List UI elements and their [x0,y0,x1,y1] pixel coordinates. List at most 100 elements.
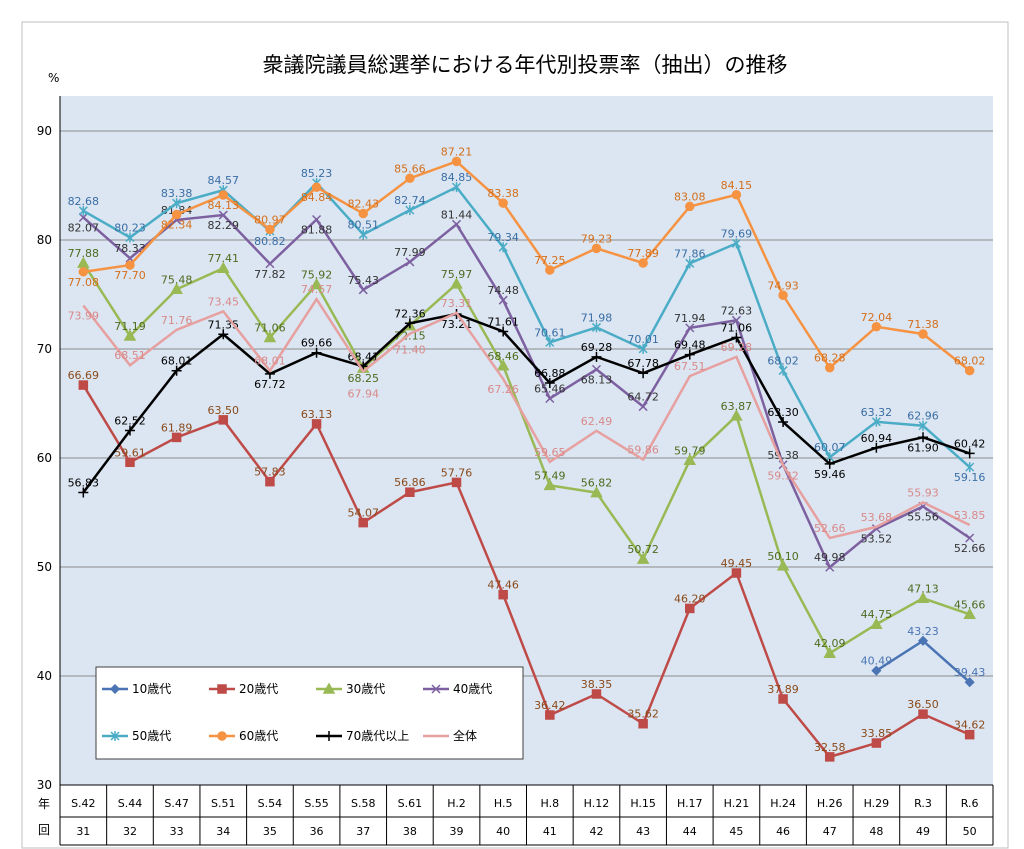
data-label: 32.58 [814,741,846,754]
data-label: 34.62 [954,719,986,732]
data-point [311,182,322,192]
data-point [265,476,275,487]
data-label: 60.42 [954,437,986,450]
data-label: 80.23 [114,221,146,234]
data-label: 62.49 [581,415,613,428]
data-label: 84.84 [301,191,333,204]
x-tick-session: 32 [123,825,137,838]
x-tick-year: H.5 [494,797,513,810]
legend-box [95,666,524,760]
data-label: 84.13 [208,199,240,212]
data-label: 84.15 [721,179,753,192]
data-label: 67.26 [487,383,519,396]
data-point [431,684,441,694]
data-point [591,243,602,254]
data-point [731,190,742,200]
data-label: 84.85 [441,171,473,184]
data-label: 50.10 [767,550,799,563]
data-point [824,362,835,373]
series-2: 66.69 59.61 61.89 63.50 57.83 63.13 54.07 56.86… [68,369,986,762]
data-label: 69.48 [674,339,706,352]
data-label: 82.29 [208,219,240,232]
x-tick-year: R.6 [961,797,979,810]
data-label: 59.32 [767,469,799,482]
data-point [451,156,462,167]
data-label: 47.46 [487,579,519,592]
x-tick-session: 46 [776,825,790,838]
x-tick-year: S.54 [258,797,282,810]
data-point [172,198,182,209]
data-label: 46.20 [674,592,706,605]
legend-label: 60歳代 [239,729,278,743]
data-label: 77.88 [68,247,100,260]
data-label: 71.94 [674,312,706,325]
series-7: 56.8362.5268.0171.3567.7269.6668.4172.36… [68,307,986,498]
data-label: 83.08 [674,190,706,203]
legend-label: 20歳代 [239,682,278,696]
x-tick-year: H.21 [724,797,750,810]
data-label: 66.69 [68,369,100,382]
data-point [683,453,697,466]
data-label: 68.02 [954,355,986,368]
data-point [964,729,975,740]
data-point [498,242,508,253]
chart-title: 衆議院議員総選挙における年代別投票率（抽出）の推移 [263,53,788,77]
data-point [405,173,415,184]
legend-label: 40歳代 [453,682,492,696]
data-point [638,402,648,412]
data-point [871,322,882,332]
data-label: 77.99 [394,246,426,259]
data-point [685,201,695,212]
data-point [685,603,695,614]
series-line [82,262,971,655]
data-label: 62.52 [114,415,146,428]
x-tick-session: 50 [963,825,977,838]
x-tick-year: H.29 [864,797,890,810]
legend-label: 10歳代 [132,682,171,696]
data-label: 63.50 [208,404,240,417]
data-label: 57.76 [441,466,473,479]
data-point [450,277,463,289]
x-tick-year: H.12 [584,797,610,810]
data-label: 77.86 [674,247,706,260]
data-point [171,432,182,443]
data-point [451,219,462,229]
y-tick-label: 90 [37,124,52,138]
data-point [638,718,648,729]
x-tick-year: H.8 [541,797,560,810]
data-label: 68.02 [767,355,799,368]
data-point [171,365,182,376]
data-label: 59.46 [814,468,846,481]
data-label: 67.94 [347,387,379,400]
x-tick-session: 34 [216,825,230,838]
data-label: 63.13 [301,408,333,421]
series-line [83,159,971,372]
data-label: 68.13 [581,373,613,386]
data-label: 37.89 [767,683,799,696]
x-tick-year: S.55 [304,797,328,810]
data-label: 44.75 [861,608,893,621]
data-label: 73.99 [68,310,100,323]
data-point [405,257,415,267]
data-point [964,448,975,459]
data-label: 80.82 [254,235,286,248]
data-point [358,517,368,528]
data-point [778,417,789,428]
data-label: 53.85 [954,509,986,522]
data-label: 52.66 [814,522,846,535]
data-label: 63.32 [861,406,893,419]
data-label: 53.68 [861,511,893,524]
x-tick-session: 38 [403,825,417,838]
data-label: 56.86 [394,476,426,489]
data-point [871,738,882,748]
data-label: 77.70 [114,269,146,282]
data-label: 52.66 [954,542,986,555]
data-point [965,462,975,473]
data-label: 83.38 [487,187,519,200]
data-point [322,682,336,694]
series-4: 82.0778.3381.8482.2977.8281.8875.4377.99… [68,204,986,572]
row-label-year: 年 [38,797,50,811]
data-label: 73.21 [441,318,473,331]
data-label: 81.88 [301,224,333,237]
x-tick-session: 40 [496,825,510,838]
